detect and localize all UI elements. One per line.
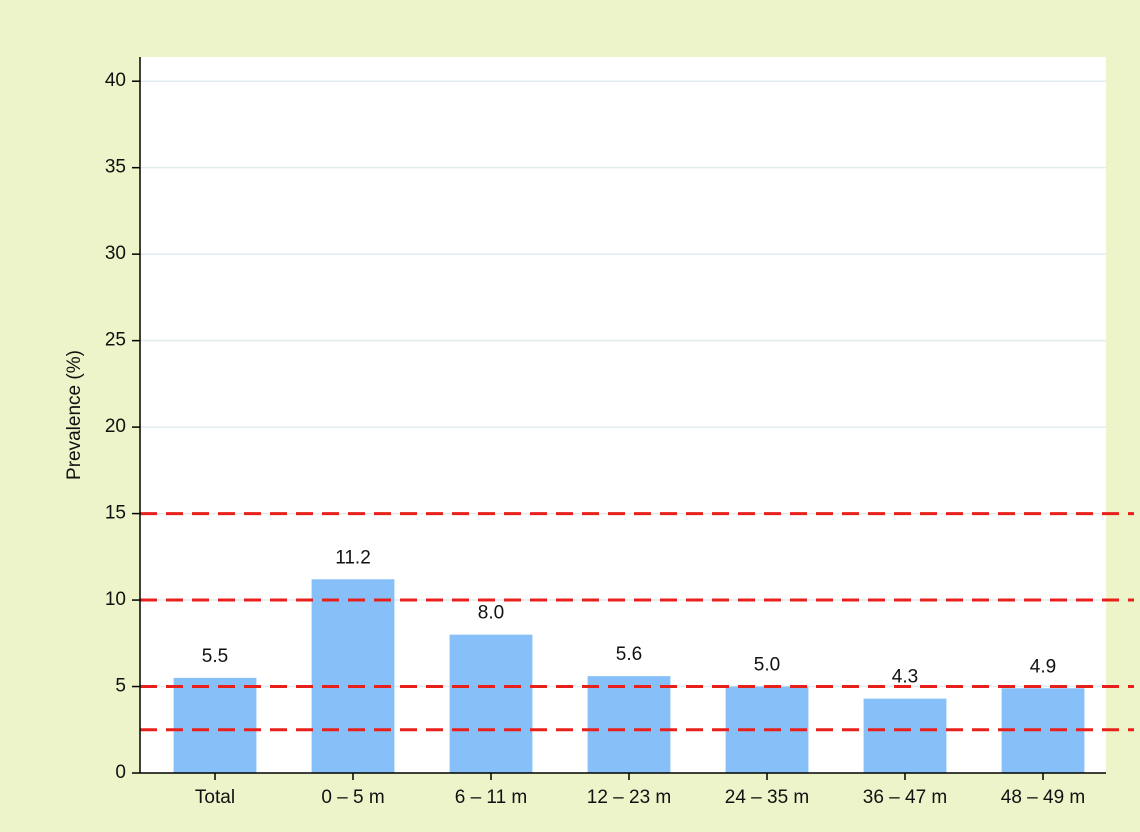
x-tick-label: 12 – 23 m <box>587 787 672 808</box>
y-tick-label: 20 <box>105 416 126 437</box>
bar <box>311 579 395 773</box>
y-tick-label: 0 <box>115 762 126 783</box>
bar <box>173 677 257 773</box>
x-tick-label: 24 – 35 m <box>725 787 810 808</box>
x-tick-label: 6 – 11 m <box>455 787 528 808</box>
bar <box>1001 688 1085 773</box>
y-tick-label: 10 <box>105 589 126 610</box>
bar <box>863 698 947 773</box>
plot-area <box>140 57 1106 773</box>
value-label: 11.2 <box>335 547 371 568</box>
y-tick-label: 25 <box>105 330 126 351</box>
value-label: 4.9 <box>1030 656 1056 677</box>
value-label: 5.0 <box>754 655 780 676</box>
x-tick-label: 48 – 49 m <box>1001 787 1086 808</box>
value-label: 8.0 <box>478 603 504 624</box>
y-tick-label: 30 <box>105 243 126 264</box>
bar <box>587 676 671 773</box>
value-label: 4.3 <box>892 667 918 688</box>
y-tick-label: 35 <box>105 157 126 178</box>
value-label: 5.5 <box>202 646 228 667</box>
bar <box>449 634 533 773</box>
y-tick-label: 40 <box>105 70 126 91</box>
x-tick-label: 0 – 5 m <box>321 787 384 808</box>
y-tick-label: 15 <box>105 503 126 524</box>
x-tick-label: Total <box>195 787 235 808</box>
y-tick-label: 5 <box>115 676 126 697</box>
x-tick-label: 36 – 47 m <box>863 787 948 808</box>
y-axis-label: Prevalence (%) <box>64 350 85 480</box>
value-label: 5.6 <box>616 644 642 665</box>
